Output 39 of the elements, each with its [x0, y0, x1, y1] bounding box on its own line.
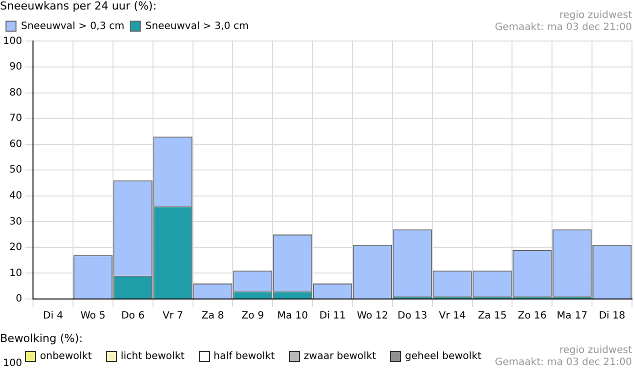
x-tick-label: Vr 14: [438, 310, 466, 322]
y-tick-label: 30: [9, 216, 22, 228]
text: half bewolkt: [214, 351, 275, 362]
x-tick-label: Za 15: [478, 310, 507, 322]
x-tick-label: Ma 17: [556, 310, 588, 322]
legend-label: Sneeuwval > 0,3 cm: [21, 20, 124, 32]
text: Gemaakt: ma 03 dec 21:00: [494, 22, 632, 34]
x-tick-label: Do 6: [121, 310, 145, 322]
y-tick-label: 70: [9, 113, 22, 124]
text: Bewolking (%):: [0, 332, 83, 345]
text: regio zuidwest: [558, 345, 632, 357]
x-tick-label: Do 13: [398, 310, 428, 322]
x-tick-label: Di 4: [43, 310, 64, 322]
x-tick-label: Wo 5: [80, 310, 106, 322]
text: geheel bewolkt: [405, 351, 482, 362]
x-tick-label: Di 11: [319, 310, 346, 322]
y-tick-label: 50: [9, 164, 22, 176]
x-tick-label: Zo 9: [241, 310, 264, 322]
y-tick-label: 0: [16, 294, 22, 305]
y-tick-label: 100: [2, 36, 22, 47]
y-tick-label: 10: [9, 268, 22, 279]
legend-label: Sneeuwval > 3,0 cm: [145, 20, 249, 32]
y-tick-label: 40: [9, 190, 22, 202]
chart-title: Sneeuwkans per 24 uur (%):: [0, 0, 157, 12]
y-tick-label: 90: [9, 62, 22, 73]
y-tick-label: 20: [9, 242, 22, 254]
text: licht bewolkt: [120, 351, 185, 362]
text: zwaar bewolkt: [304, 351, 376, 362]
x-tick-label: Di 18: [598, 310, 626, 322]
x-tick-label: Zo 16: [518, 310, 547, 322]
x-tick-label: Vr 7: [162, 310, 184, 322]
text: regio zuidwest: [558, 10, 632, 22]
text: Gemaakt: ma 03 dec 21:00: [494, 357, 632, 369]
y-tick-label: 60: [9, 138, 22, 150]
y-tick-label: 80: [9, 87, 22, 98]
text: onbewolkt: [40, 351, 92, 362]
x-tick-label: Wo 12: [356, 310, 388, 322]
x-tick-label: Za 8: [201, 310, 224, 322]
x-tick-label: Ma 10: [277, 310, 308, 322]
